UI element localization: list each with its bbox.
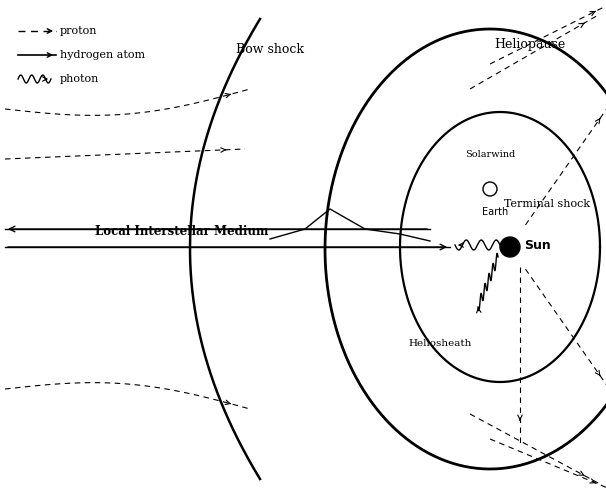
Text: Heliopause: Heliopause: [494, 37, 565, 50]
Text: Local Interstellar Medium: Local Interstellar Medium: [95, 225, 268, 238]
Text: Earth: Earth: [482, 207, 508, 217]
Text: Sun: Sun: [524, 239, 551, 251]
Text: Terminal shock: Terminal shock: [504, 199, 590, 209]
Circle shape: [483, 182, 497, 196]
Text: Heliosheath: Heliosheath: [408, 339, 471, 348]
Text: hydrogen atom: hydrogen atom: [60, 50, 145, 60]
Circle shape: [500, 237, 520, 257]
Text: Bow shock: Bow shock: [236, 42, 304, 55]
Text: photon: photon: [60, 74, 99, 84]
Text: Solarwind: Solarwind: [465, 150, 515, 159]
Text: proton: proton: [60, 26, 98, 36]
